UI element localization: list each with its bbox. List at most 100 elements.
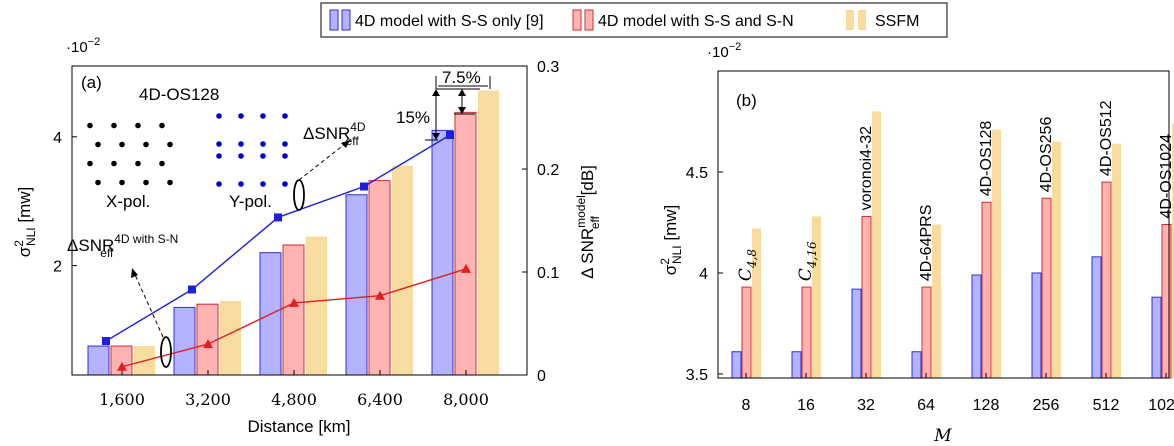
chart-a-xlabel: Distance [km] [248, 417, 351, 436]
chart-a-panel-label: (a) [81, 73, 102, 92]
chart-b-panel-label: (b) [736, 91, 757, 110]
chart-b-bar [1052, 141, 1061, 378]
chart-b-ytick-label: 4.5 [686, 165, 708, 182]
legend-label-ssfm: SSFM [875, 13, 919, 30]
constellation-point-x [111, 160, 117, 167]
chart-a-marker-triangle [289, 297, 299, 307]
chart-a-ytick-label: 2 [53, 259, 62, 276]
chart-b-bar [851, 288, 862, 379]
chart-a-xtick-label: 4,800 [271, 390, 317, 409]
chart-b-bars [731, 111, 1174, 379]
chart-b-bar [812, 216, 821, 378]
chart-a-y2tick-label: 0 [537, 368, 546, 385]
pct-75-arrowhead-top [458, 89, 466, 96]
chart-a-marker-square [102, 337, 110, 346]
constellation-point-x [167, 141, 173, 148]
chart-a-marker-square [188, 285, 196, 294]
constellation-name-sub: 4,8 [745, 249, 759, 269]
constellation-point-y [216, 141, 222, 147]
constellation-point-x [87, 160, 93, 167]
chart-a: 1,600 3,200 4,800 6,400 8,000 2 4 0 0.1 0.2 0.3 (a… [12, 36, 602, 436]
constellation-point-x [159, 160, 165, 167]
constellation-point-x [143, 141, 149, 148]
chart-b-xtick-label: 32 [857, 397, 875, 414]
chart-b: 816326412825651210243.544.5 C4,8C4,16vor… [658, 41, 1174, 446]
chart-a-axes: 1,600 3,200 4,800 6,400 8,000 2 4 0 0.1 0.2 0.3 [53, 59, 559, 409]
constellation-point-x [159, 122, 165, 129]
chart-b-bar [1151, 296, 1162, 379]
chart-a-marker-triangle [203, 339, 213, 349]
chart-b-xtick-label: 128 [973, 397, 1000, 414]
constellation-name-main: C [736, 268, 756, 281]
constellation-point-x [135, 122, 141, 129]
chart-b-bar [911, 351, 922, 379]
chart-b-bar [861, 215, 872, 379]
chart-b-bar [872, 111, 881, 378]
constellation-point-x [119, 141, 125, 148]
chart-a-xtick-label: 8,000 [443, 390, 489, 409]
chart-a-marker-square [274, 213, 282, 222]
chart-b-bar [1091, 256, 1102, 379]
pct-15-arrowhead-top [432, 89, 440, 96]
legend-swatch-sn [584, 9, 594, 31]
chart-a-bar [454, 111, 477, 376]
constellation-name: voronoi4-32 [858, 126, 875, 211]
chart-a-bar [87, 345, 110, 376]
constellation-point-y [282, 113, 288, 119]
legend: 4D model with S-S only [9] 4D model with… [320, 2, 948, 38]
chart-b-bar [981, 201, 992, 379]
legend-label-ss: 4D model with S-S only [9] [355, 13, 544, 30]
constellation-name-main: C [796, 268, 816, 281]
chart-a-xtick-label: 6,400 [357, 390, 403, 409]
legend-swatch-ssfm [846, 10, 854, 30]
chart-b-ytick-label: 4 [699, 266, 708, 283]
arrowhead-annot-4d [341, 140, 350, 148]
chart-b-bar [992, 129, 1001, 378]
constellation-title: 4D-OS128 [139, 85, 219, 104]
chart-b-bar [1112, 143, 1121, 378]
chart-b-bar [921, 286, 932, 379]
chart-b-frame [717, 70, 1170, 379]
chart-b-bar [741, 286, 752, 379]
constellation-name: 4D-OS128 [978, 121, 995, 197]
constellation-point-x [143, 179, 149, 186]
constellation-point-x [95, 141, 101, 148]
constellation-y-dots [216, 113, 288, 187]
constellation-name: C4,16 [796, 241, 819, 281]
legend-swatch-ss [329, 9, 339, 31]
chart-b-bar [752, 228, 761, 378]
chart-a-ylabel: σ2NLI [mw] [12, 187, 38, 257]
chart-a-xtick-label: 1,600 [99, 390, 145, 409]
ypol-label: Y-pol. [229, 192, 272, 211]
chart-a-bar [368, 180, 391, 376]
constellation-x-dots [87, 122, 173, 186]
constellation-point-y [260, 113, 266, 119]
chart-b-xtick-label: 8 [742, 397, 751, 414]
chart-a-bars [87, 90, 499, 376]
constellation-point-y [238, 141, 244, 147]
constellation-point-x [135, 160, 141, 167]
chart-b-xtick-label: 512 [1093, 397, 1120, 414]
ellipse-annot-sn [160, 336, 172, 368]
chart-a-y2tick-label: 0.1 [537, 265, 559, 282]
constellation-name: 4D-OS512 [1098, 100, 1115, 176]
constellation-point-y [216, 113, 222, 119]
constellation-point-x [167, 179, 173, 186]
chart-b-bar [1161, 224, 1172, 379]
constellation-point-y [238, 153, 244, 159]
chart-b-bar [791, 351, 802, 379]
constellation-name: 4D-64PRS [918, 205, 935, 281]
chart-b-bar [1172, 123, 1174, 379]
chart-b-bar [801, 286, 812, 379]
chart-a-bar [173, 306, 196, 376]
ellipse-annot-4d [293, 179, 305, 211]
constellation-name: C4,8 [736, 249, 759, 281]
arrowhead-annot-sn [131, 268, 138, 278]
chart-b-bar [971, 274, 982, 379]
arrow-annot-4d [298, 139, 351, 181]
pct-75-label: 7.5% [442, 68, 481, 87]
chart-a-marker-square [360, 182, 368, 191]
chart-a-bar [345, 194, 368, 376]
chart-b-xtick-label: 256 [1033, 397, 1060, 414]
